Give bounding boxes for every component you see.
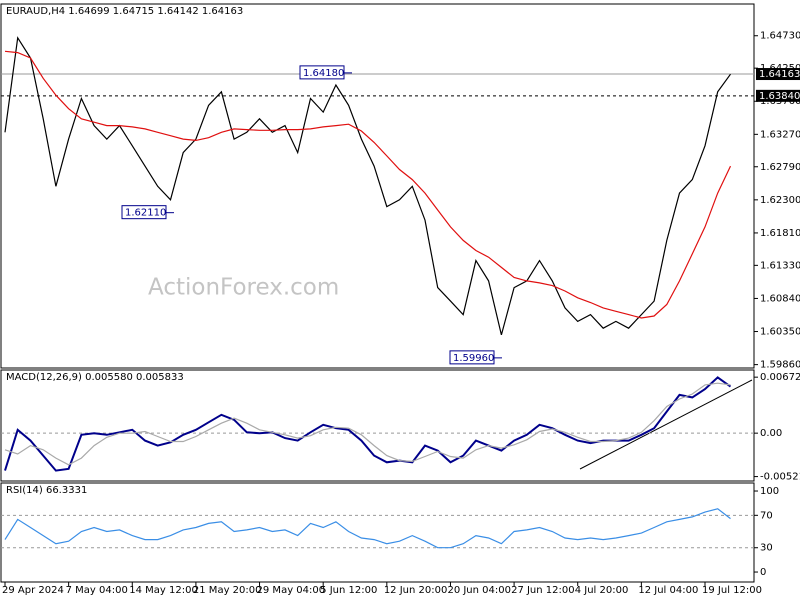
y-tick-label: 0 — [760, 567, 766, 578]
price-label-box — [756, 68, 800, 81]
y-tick-label: 1.59860 — [760, 360, 800, 371]
panel-frame — [0, 482, 755, 583]
y-tick-label: 0.00 — [760, 428, 782, 439]
panel-title: EURAUD,H4 1.64699 1.64715 1.64142 1.6416… — [6, 6, 243, 17]
x-tick-label: 29 May 04:00 — [257, 585, 326, 596]
price-label: 1.64163 — [759, 69, 800, 80]
price-label-box — [756, 89, 800, 102]
y-tick-label: 1.64730 — [760, 31, 800, 42]
y-tick-label: 100 — [760, 486, 779, 497]
annotation-box — [299, 65, 345, 80]
panel-frame — [0, 369, 755, 482]
x-tick-label: 19 Jul 12:00 — [702, 585, 762, 596]
annotation-label: 1.59960 — [453, 353, 494, 364]
y-tick-label: 30 — [760, 543, 773, 554]
x-tick-label: 12 Jul 04:00 — [638, 585, 698, 596]
y-tick-label: 1.63270 — [760, 129, 800, 140]
y-tick-label: 1.60350 — [760, 327, 800, 338]
x-tick-label: 14 May 12:00 — [129, 585, 198, 596]
series-line — [4, 50, 732, 319]
annotation-box — [121, 205, 167, 220]
y-tick-label: 70 — [760, 510, 773, 521]
trend-line — [579, 379, 753, 470]
series-line — [4, 508, 731, 549]
y-tick-label: -0.005219 — [760, 472, 800, 483]
watermark: ActionForex.com — [148, 275, 339, 301]
x-tick-label: 20 Jun 04:00 — [447, 585, 511, 596]
x-tick-label: 29 Apr 2024 — [2, 585, 64, 596]
y-tick-label: 1.61330 — [760, 260, 800, 271]
panel-title: RSI(14) 66.3331 — [6, 485, 87, 496]
y-tick-label: 1.61810 — [760, 228, 800, 239]
x-tick-label: 7 May 04:00 — [66, 585, 128, 596]
x-tick-label: 12 Jun 20:00 — [384, 585, 448, 596]
annotation-label: 1.62110 — [125, 208, 166, 219]
x-tick-label: 5 Jun 12:00 — [320, 585, 377, 596]
x-tick-label: 27 Jun 12:00 — [511, 585, 575, 596]
y-tick-label: 1.60840 — [760, 293, 800, 304]
x-tick-label: 21 May 20:00 — [193, 585, 262, 596]
y-tick-label: 0.006729 — [760, 372, 800, 383]
series-line — [4, 382, 731, 466]
x-tick-label: 4 Jul 20:00 — [575, 585, 629, 596]
panel-frame — [0, 3, 755, 369]
series-line — [4, 36, 731, 336]
annotation-box — [449, 350, 495, 365]
y-tick-label: 1.62790 — [760, 162, 800, 173]
panel-title: MACD(12,26,9) 0.005580 0.005833 — [6, 372, 184, 383]
annotation-label: 1.64180 — [303, 68, 344, 79]
price-label: 1.63840 — [759, 91, 800, 102]
y-tick-label: 1.62300 — [760, 195, 800, 206]
